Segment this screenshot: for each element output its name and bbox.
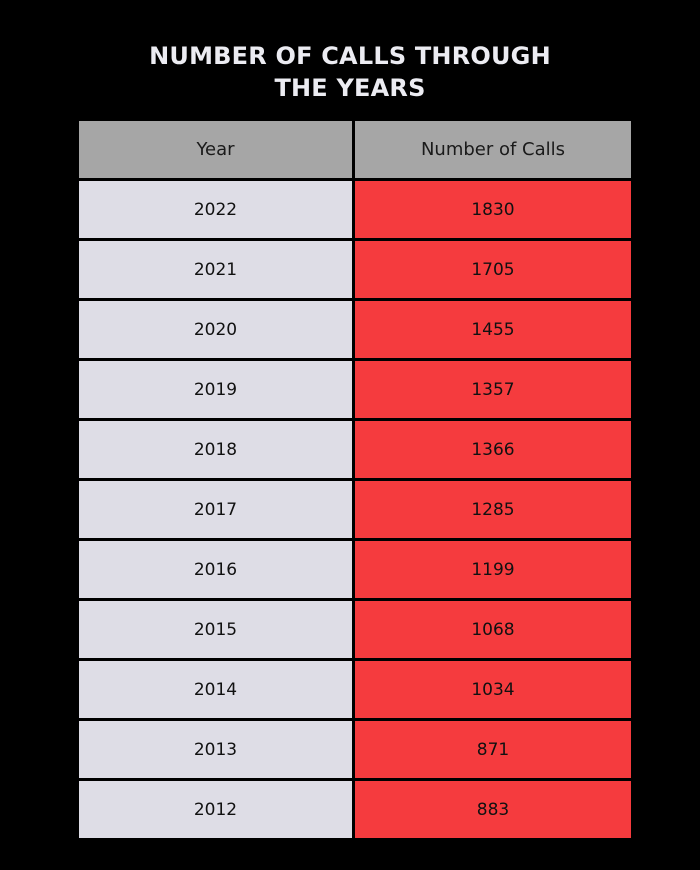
calls-cell: 1068 — [355, 601, 631, 658]
calls-table: Year Number of Calls 2022 1830 2021 1705 202… — [79, 121, 631, 841]
chart-title: NUMBER OF CALLS THROUGH THE YEARS — [0, 40, 700, 104]
table-row: 2012 883 — [79, 781, 631, 841]
table-row: 2021 1705 — [79, 241, 631, 301]
calls-cell: 1830 — [355, 181, 631, 238]
year-cell: 2013 — [79, 721, 352, 778]
year-cell: 2015 — [79, 601, 352, 658]
calls-cell: 1455 — [355, 301, 631, 358]
year-cell: 2021 — [79, 241, 352, 298]
year-cell: 2016 — [79, 541, 352, 598]
table-row: 2013 871 — [79, 721, 631, 781]
table-body: 2022 1830 2021 1705 2020 1455 2019 1357 2018 1366… — [79, 181, 631, 841]
table-row: 2016 1199 — [79, 541, 631, 601]
calls-cell: 883 — [355, 781, 631, 838]
table-header-row: Year Number of Calls — [79, 121, 631, 181]
year-cell: 2014 — [79, 661, 352, 718]
table-row: 2015 1068 — [79, 601, 631, 661]
calls-cell: 1705 — [355, 241, 631, 298]
column-header-calls: Number of Calls — [355, 121, 631, 178]
table-row: 2022 1830 — [79, 181, 631, 241]
column-header-year: Year — [79, 121, 352, 178]
calls-cell: 1199 — [355, 541, 631, 598]
chart-title-line-1: NUMBER OF CALLS THROUGH — [149, 42, 551, 70]
calls-cell: 1285 — [355, 481, 631, 538]
year-cell: 2022 — [79, 181, 352, 238]
table-row: 2018 1366 — [79, 421, 631, 481]
table-row: 2019 1357 — [79, 361, 631, 421]
year-cell: 2012 — [79, 781, 352, 838]
year-cell: 2019 — [79, 361, 352, 418]
year-cell: 2020 — [79, 301, 352, 358]
table-row: 2017 1285 — [79, 481, 631, 541]
calls-cell: 871 — [355, 721, 631, 778]
chart-title-line-2: THE YEARS — [274, 74, 426, 102]
table-row: 2014 1034 — [79, 661, 631, 721]
calls-cell: 1357 — [355, 361, 631, 418]
calls-cell: 1034 — [355, 661, 631, 718]
calls-cell: 1366 — [355, 421, 631, 478]
table-row: 2020 1455 — [79, 301, 631, 361]
year-cell: 2017 — [79, 481, 352, 538]
year-cell: 2018 — [79, 421, 352, 478]
